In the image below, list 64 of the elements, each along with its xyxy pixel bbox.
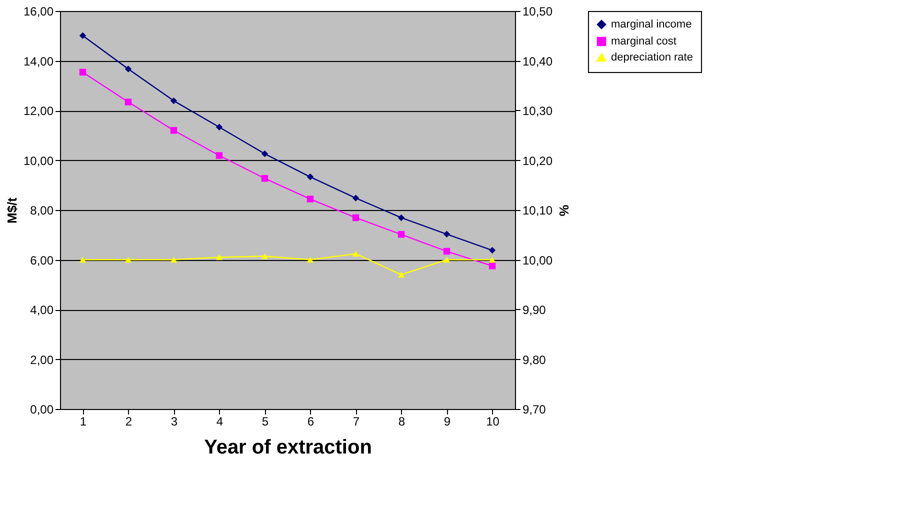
point xyxy=(170,127,178,134)
point xyxy=(352,194,360,202)
y-tick-label: 14,00 xyxy=(23,54,54,68)
point xyxy=(261,150,268,158)
x-tick-label: 1 xyxy=(80,414,87,428)
point xyxy=(216,254,223,260)
x-tick-label: 2 xyxy=(125,414,132,428)
y-tick-label: 10,00 xyxy=(23,154,54,168)
point xyxy=(352,250,360,257)
x-tick-label: 9 xyxy=(444,414,451,428)
y-tick-label: 12,00 xyxy=(23,104,54,118)
y-tick-label: 6,00 xyxy=(30,253,54,268)
point xyxy=(488,246,496,254)
y-axis-title: M$/t xyxy=(4,196,20,224)
y-tick-label: 2,00 xyxy=(30,352,54,367)
y2-tick-label: 10,50 xyxy=(522,4,553,18)
legend-label: depreciation rate xyxy=(611,52,693,64)
legend-label: marginal cost xyxy=(611,36,676,48)
y2-axis-title: % xyxy=(556,204,572,217)
y2-tick-label: 10,40 xyxy=(522,54,553,68)
point xyxy=(170,97,178,104)
x-tick-label: 7 xyxy=(352,414,360,428)
legend-label: marginal income xyxy=(611,18,692,30)
point xyxy=(261,175,268,182)
y2-tick-label: 10,10 xyxy=(522,204,553,218)
point xyxy=(488,256,496,263)
point xyxy=(124,256,132,263)
x-tick-label: 3 xyxy=(170,414,178,428)
point xyxy=(124,66,132,72)
point xyxy=(79,256,86,263)
point xyxy=(398,214,405,222)
point xyxy=(79,32,86,39)
y-tick-label: 4,00 xyxy=(30,303,54,317)
point xyxy=(306,256,314,263)
point xyxy=(398,272,405,278)
point xyxy=(443,230,450,238)
point xyxy=(443,256,450,263)
point xyxy=(216,124,223,131)
y2-tick-label: 10,20 xyxy=(522,154,553,168)
y2-tick-label: 9,80 xyxy=(522,352,546,367)
point xyxy=(352,214,360,222)
point xyxy=(79,68,86,76)
x-axis-title: Year of extraction xyxy=(204,436,372,458)
y-tick-label: 0,00 xyxy=(30,402,54,416)
point xyxy=(216,152,223,159)
y2-tick-label: 9,90 xyxy=(522,303,546,317)
point xyxy=(170,256,178,263)
x-tick-label: 8 xyxy=(398,414,406,428)
y-tick-label: 8,00 xyxy=(30,204,54,218)
point xyxy=(261,253,268,260)
x-tick-label: 6 xyxy=(307,414,314,428)
point xyxy=(124,98,132,106)
y2-tick-label: 9,70 xyxy=(522,402,546,416)
x-tick-label: 10 xyxy=(486,414,500,428)
y-tick-label: 16,00 xyxy=(23,4,54,18)
x-tick-label: 4 xyxy=(216,414,224,428)
point xyxy=(306,174,314,180)
y2-tick-label: 10,00 xyxy=(522,253,553,268)
point xyxy=(443,248,450,255)
point xyxy=(306,196,314,202)
point xyxy=(488,262,496,270)
x-tick-label: 5 xyxy=(262,414,269,428)
point xyxy=(398,231,405,238)
y2-tick-label: 10,30 xyxy=(522,104,553,118)
